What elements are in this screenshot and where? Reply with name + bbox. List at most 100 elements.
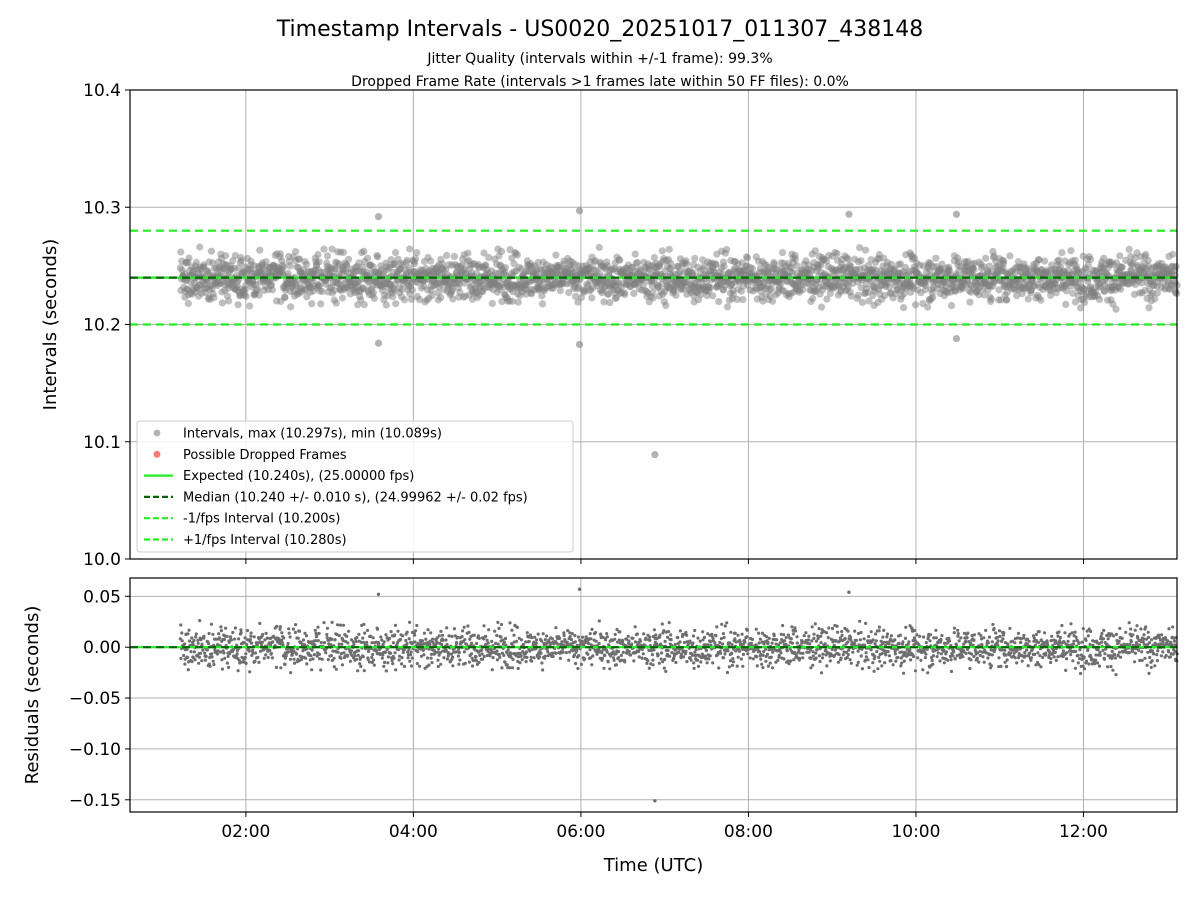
residual-point — [421, 648, 425, 652]
residual-point — [499, 635, 503, 639]
residual-point — [935, 655, 939, 659]
residual-point — [1066, 639, 1070, 643]
residual-point — [339, 656, 343, 660]
residual-point — [278, 625, 282, 629]
residual-point — [600, 651, 604, 655]
interval-point — [449, 285, 457, 293]
interval-point — [413, 249, 421, 257]
residual-point — [462, 650, 466, 654]
interval-point — [885, 283, 894, 292]
residual-point — [660, 622, 664, 626]
interval-point — [929, 293, 937, 301]
residual-point — [618, 630, 622, 634]
interval-point — [577, 293, 586, 302]
residual-point — [205, 648, 209, 652]
residual-point — [274, 665, 279, 670]
residual-point — [511, 657, 515, 662]
interval-point — [185, 254, 193, 262]
residual-point — [304, 634, 309, 638]
residual-point — [638, 639, 643, 643]
residual-point — [191, 643, 195, 647]
residual-point — [658, 633, 662, 637]
residual-point — [858, 638, 862, 642]
interval-point — [667, 259, 675, 267]
residual-point — [545, 634, 549, 638]
residual-point — [408, 620, 412, 624]
residual-point — [901, 640, 905, 644]
interval-point — [411, 255, 420, 263]
residual-point — [789, 637, 793, 641]
residual-point — [702, 635, 707, 640]
residual-point — [1013, 656, 1017, 660]
interval-point — [318, 287, 326, 296]
interval-point — [565, 289, 573, 297]
residual-point — [685, 633, 689, 637]
residual-point — [541, 668, 545, 672]
residual-point — [482, 654, 486, 659]
residual-point — [766, 640, 770, 645]
residual-point — [588, 648, 592, 652]
residual-point — [227, 665, 231, 670]
residual-point — [793, 626, 797, 630]
residual-point — [909, 658, 913, 662]
residual-point — [924, 652, 928, 656]
residual-point — [729, 630, 733, 634]
interval-point — [691, 254, 699, 262]
residual-point — [889, 634, 894, 638]
residual-point — [928, 633, 933, 637]
interval-point — [488, 299, 496, 308]
interval-point — [1037, 296, 1045, 304]
residual-point — [1037, 630, 1041, 634]
residual-point — [640, 656, 644, 660]
residual-point — [186, 632, 190, 636]
residual-point — [617, 656, 621, 660]
intervals-y-tick-label: 10.0 — [83, 550, 121, 570]
residual-point — [1034, 632, 1038, 637]
residual-point — [1036, 651, 1040, 655]
residual-point — [451, 655, 455, 659]
interval-point — [650, 254, 659, 262]
interval-point — [604, 290, 612, 299]
interval-point — [970, 266, 978, 274]
residual-point — [325, 632, 329, 637]
residual-point — [210, 652, 214, 656]
residual-point — [1013, 641, 1017, 645]
interval-point — [847, 292, 855, 300]
residual-point — [222, 637, 226, 642]
interval-point — [320, 245, 328, 253]
interval-point — [743, 254, 752, 262]
residual-point — [183, 662, 187, 666]
residual-point — [965, 636, 969, 640]
residual-point — [197, 661, 201, 665]
residual-point — [312, 653, 316, 657]
interval-point — [280, 263, 288, 271]
residual-point — [866, 658, 870, 662]
residual-point — [1063, 631, 1067, 635]
residual-point — [594, 630, 598, 635]
residual-point — [992, 626, 996, 631]
interval-point — [403, 256, 411, 264]
interval-notable-point — [374, 213, 383, 221]
residual-point — [533, 635, 537, 639]
residual-point — [692, 661, 696, 665]
residual-point — [317, 652, 321, 656]
residual-point — [601, 648, 605, 652]
residual-point — [775, 638, 779, 642]
residual-point — [685, 660, 689, 664]
interval-point — [242, 292, 250, 300]
interval-point — [966, 298, 974, 306]
residual-point — [355, 657, 359, 661]
residual-point — [227, 640, 231, 645]
residual-point — [436, 658, 440, 662]
interval-point — [739, 296, 747, 304]
residual-point — [837, 653, 841, 657]
interval-point — [480, 249, 488, 257]
residual-point — [435, 640, 439, 644]
residual-point — [931, 662, 935, 666]
residual-point — [779, 651, 783, 655]
residual-point — [457, 662, 461, 666]
residual-point — [180, 631, 184, 635]
residual-point — [322, 621, 326, 625]
residual-point — [410, 656, 414, 660]
residual-point — [1041, 655, 1045, 660]
